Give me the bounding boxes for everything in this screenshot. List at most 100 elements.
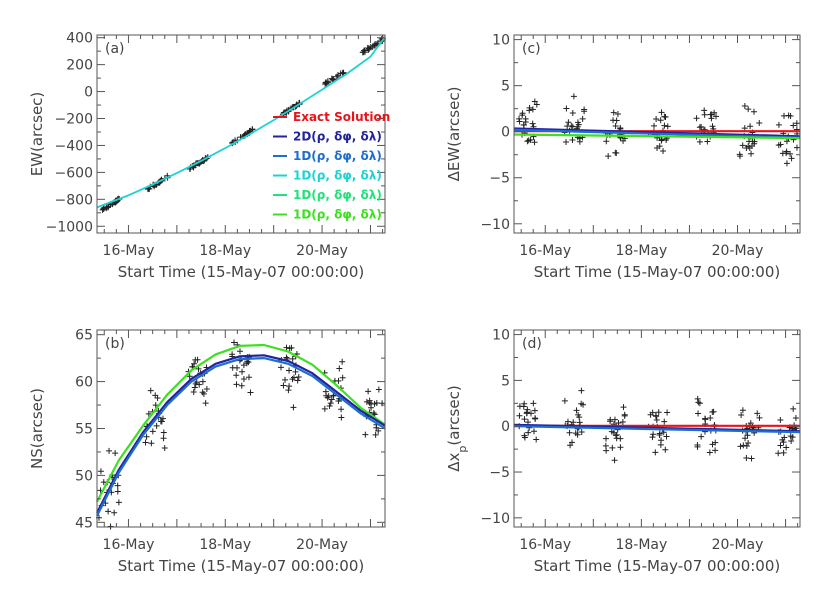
x-tick-label: 18-May [199, 537, 251, 553]
scatter-point [783, 160, 790, 167]
panel-c-label: (c) [522, 41, 541, 57]
panel-d-series-lines [513, 423, 801, 434]
panel-a-label: (a) [105, 41, 125, 57]
scatter-point [523, 410, 530, 417]
series-line [513, 425, 801, 434]
scatter-point [145, 410, 152, 417]
scatter-point [525, 137, 532, 144]
scatter-point [363, 398, 370, 405]
scatter-point [664, 123, 671, 130]
scatter-point [238, 382, 245, 389]
scatter-point [533, 101, 540, 108]
panel-d-chart: 10 5 0 −5 −10 16-May 18-May 20-May (d) Start T… [445, 328, 801, 575]
scatter-point [741, 125, 748, 132]
scatter-point [605, 153, 612, 160]
scatter-point [738, 411, 745, 418]
scatter-point [741, 103, 748, 110]
scatter-point [742, 435, 749, 442]
scatter-point [653, 416, 660, 423]
scatter-point [231, 339, 238, 346]
scatter-point [743, 442, 750, 449]
scatter-point [660, 148, 667, 155]
scatter-point [658, 109, 665, 116]
scatter-point [202, 400, 209, 407]
scatter-point [564, 123, 571, 130]
scatter-point [370, 410, 377, 417]
scatter-point [711, 109, 718, 116]
scatter-point [576, 138, 583, 145]
scatter-point [743, 455, 750, 462]
scatter-point [620, 404, 627, 411]
scatter-point [282, 376, 289, 383]
scatter-point [240, 376, 247, 383]
scatter-point [203, 386, 210, 393]
y-tick-label: 60 [75, 375, 93, 391]
scatter-point [574, 431, 581, 438]
scatter-point [368, 404, 375, 411]
x-tick-label: 16-May [103, 243, 155, 259]
scatter-point [610, 109, 617, 116]
scatter-point [372, 431, 379, 438]
panel-a-x-axis-title: Start Time (15-May-07 00:00:00) [118, 263, 364, 281]
scatter-point [613, 150, 620, 157]
scatter-point [566, 429, 573, 436]
scatter-point [339, 374, 346, 381]
scatter-point [573, 407, 580, 414]
scatter-point [790, 405, 797, 412]
scatter-point [713, 113, 720, 120]
y-tick-label: −600 [55, 165, 93, 181]
scatter-point [706, 449, 713, 456]
scatter-point [564, 418, 571, 425]
y-tick-label: 10 [492, 328, 510, 344]
scatter-point [326, 403, 333, 410]
scatter-point [712, 447, 719, 454]
scatter-point [651, 122, 658, 129]
scatter-point [375, 386, 382, 393]
series-line [96, 36, 386, 209]
y-tick-label: 65 [75, 328, 93, 344]
scatter-point [286, 367, 293, 374]
x-tick-label: 18-May [615, 537, 667, 553]
scatter-point [532, 415, 539, 422]
scatter-point [112, 450, 119, 457]
scatter-point [661, 418, 668, 425]
scatter-point [154, 394, 161, 401]
scatter-point [744, 432, 751, 439]
scatter-point [662, 446, 669, 453]
scatter-point [240, 362, 247, 369]
scatter-point [565, 119, 572, 126]
scatter-point [520, 121, 527, 128]
scatter-point [288, 344, 295, 351]
scatter-point [657, 117, 664, 124]
scatter-point [153, 422, 160, 429]
panel-b-scatter-points [95, 339, 386, 530]
scatter-point [780, 449, 787, 456]
scatter-point [371, 42, 378, 49]
scatter-point [335, 398, 342, 404]
scatter-point [621, 412, 628, 419]
scatter-point [366, 397, 373, 404]
scatter-point [247, 389, 254, 396]
x-tick-label: 20-May [296, 243, 348, 259]
panel-c-y-axis-title: ΔEW(arcsec) [445, 87, 463, 182]
scatter-point [519, 110, 526, 117]
y-tick-label: −400 [55, 138, 93, 154]
scatter-point [516, 115, 523, 122]
scatter-point [609, 444, 616, 451]
panel-d-y-axis-title: Δxp(arcsec) [445, 385, 469, 471]
scatter-point [611, 416, 618, 423]
scatter-point [708, 115, 715, 122]
panel-b-chart: 65 60 55 50 45 16-May 18-May 20-May (b) Start … [28, 328, 386, 575]
scatter-point [783, 138, 790, 145]
x-tick-label: 20-May [296, 537, 348, 553]
scatter-point [199, 378, 206, 385]
scatter-point [143, 433, 150, 440]
scatter-point [570, 93, 577, 100]
scatter-point [655, 409, 662, 416]
y-tick-label: −10 [480, 217, 510, 233]
scatter-point [142, 439, 149, 446]
scatter-point [653, 115, 660, 122]
scatter-point [750, 108, 757, 115]
scatter-point [603, 435, 610, 442]
scatter-point [521, 400, 528, 407]
